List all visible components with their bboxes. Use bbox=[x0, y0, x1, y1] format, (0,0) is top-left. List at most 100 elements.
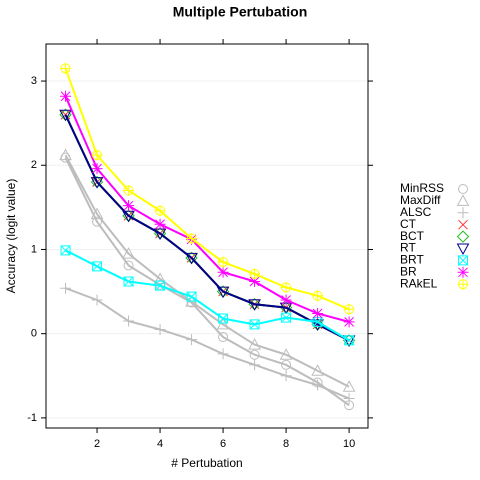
data-point bbox=[280, 281, 292, 293]
legend-label: BCT bbox=[400, 229, 425, 243]
data-point bbox=[123, 185, 135, 197]
data-point bbox=[343, 316, 355, 328]
data-point bbox=[90, 177, 104, 189]
data-point bbox=[217, 266, 229, 278]
data-point bbox=[248, 338, 261, 350]
data-point bbox=[311, 364, 324, 376]
legend-label: RT bbox=[400, 241, 416, 255]
data-point bbox=[249, 349, 260, 360]
data-point bbox=[281, 312, 292, 323]
data-point bbox=[186, 233, 198, 245]
legend-label: BR bbox=[400, 264, 417, 278]
legend-marker bbox=[458, 255, 468, 266]
data-point bbox=[217, 348, 229, 360]
data-point bbox=[91, 163, 103, 175]
data-point bbox=[59, 148, 72, 161]
data-point bbox=[280, 294, 292, 306]
data-point bbox=[217, 256, 229, 268]
legend-marker bbox=[456, 194, 470, 206]
legend-marker bbox=[457, 278, 469, 290]
x-tick-label: 2 bbox=[94, 438, 100, 450]
legend-label: CT bbox=[400, 217, 417, 231]
data-point bbox=[312, 379, 324, 391]
data-point bbox=[60, 245, 71, 256]
series-line bbox=[65, 287, 350, 400]
data-point bbox=[91, 149, 103, 161]
data-point bbox=[60, 62, 72, 74]
data-point bbox=[122, 247, 135, 259]
plot-frame bbox=[45, 43, 369, 429]
data-point bbox=[342, 380, 356, 392]
data-point bbox=[90, 207, 104, 220]
x-tick-label: 4 bbox=[157, 438, 163, 450]
data-point bbox=[312, 377, 323, 388]
data-point bbox=[281, 359, 292, 370]
data-point bbox=[153, 272, 167, 284]
y-tick-label: 3 bbox=[31, 75, 37, 87]
data-point bbox=[186, 291, 197, 302]
series-line bbox=[64, 114, 350, 342]
series-line bbox=[64, 95, 350, 323]
y-tick-label: 1 bbox=[31, 243, 37, 255]
data-point bbox=[249, 268, 261, 280]
data-point bbox=[248, 299, 261, 311]
data-point bbox=[185, 252, 198, 265]
data-point bbox=[312, 307, 324, 319]
legend-marker bbox=[456, 243, 470, 256]
data-point bbox=[312, 290, 324, 302]
legend-label: RAkEL bbox=[400, 276, 438, 290]
data-point bbox=[249, 319, 260, 330]
data-point bbox=[343, 303, 355, 315]
data-point bbox=[216, 286, 230, 299]
data-point bbox=[186, 334, 198, 346]
data-point bbox=[60, 282, 72, 294]
data-point bbox=[343, 393, 355, 405]
y-tick-label: 0 bbox=[31, 328, 37, 340]
data-point bbox=[279, 348, 293, 360]
data-point bbox=[59, 109, 72, 122]
data-point bbox=[344, 400, 355, 411]
legend-marker bbox=[457, 266, 469, 278]
legend-label: BRT bbox=[400, 253, 424, 267]
x-axis-label: # Pertubation bbox=[171, 456, 242, 470]
data-point bbox=[123, 276, 134, 287]
series-line bbox=[64, 154, 350, 388]
data-point bbox=[216, 317, 230, 330]
legend-label: MinRSS bbox=[400, 181, 444, 195]
legend-label: MaxDiff bbox=[400, 193, 441, 207]
data-point bbox=[123, 315, 135, 327]
data-point bbox=[60, 90, 72, 102]
data-point bbox=[218, 332, 229, 343]
x-tick-label: 6 bbox=[220, 438, 226, 450]
data-point bbox=[280, 370, 292, 382]
data-point bbox=[312, 316, 323, 327]
data-point bbox=[123, 260, 134, 271]
data-point bbox=[344, 335, 355, 346]
data-point bbox=[155, 280, 166, 291]
legend-label: ALSC bbox=[400, 205, 432, 219]
data-point bbox=[218, 313, 229, 324]
legend-marker bbox=[456, 230, 470, 243]
y-axis-label: Accuracy (logit value) bbox=[4, 179, 18, 294]
series-line bbox=[64, 157, 350, 407]
chart-title: Multiple Pertubation bbox=[173, 4, 308, 20]
series-line bbox=[65, 249, 350, 342]
data-point bbox=[154, 205, 166, 217]
legend-marker bbox=[458, 219, 468, 230]
data-point bbox=[154, 218, 166, 230]
data-point bbox=[249, 359, 261, 371]
series-line bbox=[64, 68, 350, 311]
y-tick-label: 2 bbox=[31, 159, 37, 171]
y-tick-label: -1 bbox=[27, 412, 37, 424]
data-point bbox=[123, 200, 135, 212]
legend-marker bbox=[457, 207, 469, 219]
x-tick-label: 10 bbox=[343, 438, 355, 450]
data-point bbox=[92, 261, 103, 272]
data-point bbox=[91, 294, 103, 306]
x-tick-label: 8 bbox=[283, 438, 289, 450]
data-point bbox=[154, 323, 166, 335]
data-point bbox=[249, 275, 261, 287]
data-point bbox=[122, 210, 135, 223]
legend-marker bbox=[458, 184, 469, 194]
